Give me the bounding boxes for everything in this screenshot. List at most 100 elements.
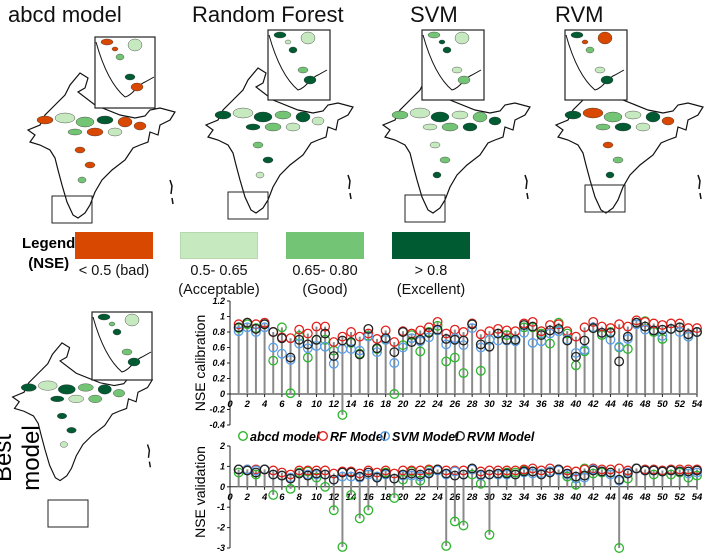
legend-label-excellent: > 0.8 (Excellent) bbox=[366, 262, 496, 300]
x-tick-label: 12 bbox=[328, 399, 339, 410]
x-tick-label: 44 bbox=[604, 492, 616, 503]
point-rvm-model bbox=[320, 469, 331, 480]
x-tick-label: 24 bbox=[431, 492, 443, 503]
point-rvm-model bbox=[432, 464, 443, 475]
y-tick-label: 2 bbox=[219, 441, 225, 451]
point-rvm-model bbox=[631, 317, 642, 328]
catchment-patch bbox=[96, 115, 114, 125]
catchment-patch bbox=[429, 141, 441, 149]
catchment-patch bbox=[84, 161, 96, 169]
x-tick-label: 8 bbox=[297, 492, 303, 503]
catchment-patch bbox=[582, 107, 604, 119]
point-abcd-model bbox=[449, 516, 460, 527]
catchment-patch bbox=[57, 412, 67, 420]
y-tick-label: 1 bbox=[220, 461, 225, 471]
inset-box bbox=[564, 29, 628, 101]
point-svm-model bbox=[519, 327, 529, 338]
point-rvm-model bbox=[389, 473, 400, 484]
point-svm-model bbox=[250, 327, 261, 337]
point-rvm-model bbox=[328, 474, 339, 485]
point-svm-model bbox=[579, 344, 590, 355]
x-tick-label: 2 bbox=[244, 399, 251, 410]
point-rvm-model bbox=[692, 465, 702, 476]
inset-patch bbox=[273, 31, 287, 39]
islands bbox=[347, 174, 352, 200]
point-rvm-model bbox=[285, 473, 296, 484]
india-map bbox=[27, 72, 176, 219]
point-svm-model bbox=[398, 342, 408, 353]
catchment-patch bbox=[564, 110, 582, 120]
catchment-patch bbox=[472, 111, 488, 123]
catchment-patch bbox=[635, 122, 651, 132]
catchment-patch bbox=[614, 122, 632, 132]
catchment-patch bbox=[66, 427, 77, 434]
point-abcd-model bbox=[614, 543, 625, 553]
point-rvm-model bbox=[363, 323, 374, 334]
catchment-patch bbox=[409, 107, 431, 119]
x-tick-label: 32 bbox=[501, 399, 512, 410]
point-rvm-model bbox=[432, 324, 443, 335]
x-tick-label: 34 bbox=[519, 399, 530, 410]
inset-patch bbox=[111, 46, 119, 52]
x-tick-label: 52 bbox=[674, 492, 685, 503]
catchment-patch bbox=[86, 127, 104, 137]
catchment-patch bbox=[214, 110, 232, 120]
point-abcd-model bbox=[337, 409, 348, 420]
point-rvm-model bbox=[614, 474, 625, 485]
legend-label-line: < 0.5 (bad) bbox=[78, 263, 150, 279]
point-rf-model bbox=[294, 324, 305, 335]
point-rvm-model bbox=[423, 468, 434, 479]
legend-swatch-bad bbox=[75, 232, 153, 259]
inset-box bbox=[94, 36, 156, 109]
catchment-patch bbox=[295, 111, 311, 123]
point-rvm-model bbox=[510, 469, 521, 480]
point-svm-model bbox=[536, 336, 547, 347]
point-rvm-model bbox=[692, 327, 702, 337]
catchment-patch bbox=[262, 156, 274, 164]
point-rvm-model bbox=[354, 349, 365, 360]
point-rvm-model bbox=[311, 334, 322, 345]
point-rf-model bbox=[570, 331, 581, 342]
catchment-patch bbox=[451, 110, 469, 120]
point-svm-model bbox=[328, 358, 339, 369]
point-rvm-model bbox=[536, 330, 547, 341]
point-rvm-model bbox=[484, 341, 495, 352]
point-rvm-model bbox=[250, 323, 261, 334]
x-tick-label: 2 bbox=[244, 492, 251, 503]
islands bbox=[169, 179, 174, 205]
inset-patch bbox=[127, 38, 143, 52]
inset-patch bbox=[108, 321, 116, 327]
point-rvm-model bbox=[354, 471, 365, 482]
point-rvm-model bbox=[294, 334, 305, 345]
catchment-patch bbox=[245, 123, 261, 131]
point-svm-model bbox=[458, 340, 469, 351]
catchment-patch bbox=[59, 441, 68, 448]
legend-label-line: 0.65- 0.80 bbox=[292, 263, 358, 279]
point-abcd-model bbox=[285, 483, 296, 494]
y-tick-label: -2 bbox=[217, 523, 225, 533]
legend-marker bbox=[237, 431, 248, 442]
zoom-region-box bbox=[584, 184, 626, 213]
inset-patch bbox=[457, 75, 471, 85]
point-abcd-model bbox=[320, 481, 331, 492]
point-rvm-model bbox=[458, 469, 469, 480]
point-rvm-model bbox=[527, 321, 538, 332]
point-rvm-model bbox=[380, 333, 391, 344]
legend-label-line: (Excellent) bbox=[396, 282, 466, 298]
x-tick-label: 54 bbox=[692, 492, 703, 503]
panel-title-rvm: RVM bbox=[555, 2, 604, 27]
point-rf-model bbox=[588, 316, 599, 327]
catchment-patch bbox=[38, 380, 58, 391]
inset-patch bbox=[585, 46, 595, 54]
point-rvm-model bbox=[510, 334, 521, 345]
point-abcd-model bbox=[285, 388, 296, 399]
point-rvm-model bbox=[588, 323, 599, 334]
panel-title-random-forest: Random Forest bbox=[192, 2, 344, 27]
inset-patch bbox=[438, 39, 446, 45]
zoom-region-box bbox=[47, 499, 89, 528]
point-abcd-model bbox=[276, 322, 287, 333]
catchment-patch bbox=[113, 389, 125, 398]
inset-patch bbox=[121, 348, 133, 356]
x-tick-label: 38 bbox=[553, 399, 564, 410]
